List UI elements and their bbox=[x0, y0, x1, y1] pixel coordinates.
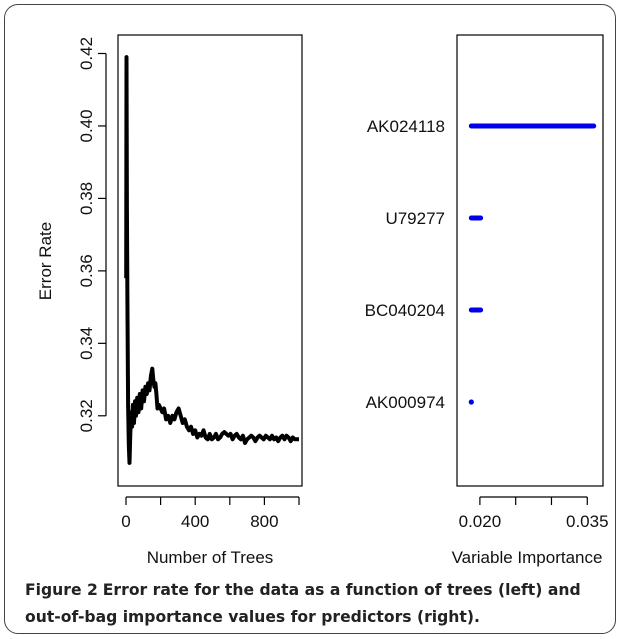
importance-marks: AK024118 U79277 BC040204 AK000974 bbox=[365, 117, 597, 412]
importance-plot-frame bbox=[456, 34, 604, 487]
error-tick-label: 0.32 bbox=[77, 399, 96, 432]
figure-panel: 0 400 800 0.32 0.34 0.36 0.38 0.40 0.42 Number … bbox=[4, 4, 616, 634]
trees-tick-label: 800 bbox=[250, 512, 278, 531]
trees-axis-label: Number of Trees bbox=[147, 548, 274, 567]
importance-point bbox=[468, 399, 474, 405]
charts-canvas: 0 400 800 0.32 0.34 0.36 0.38 0.40 0.42 Number … bbox=[36, 34, 609, 567]
trees-tick-label: 400 bbox=[181, 512, 209, 531]
importance-axis-label: Variable Importance bbox=[452, 548, 603, 567]
importance-x-axis: 0.020 0.035 bbox=[459, 496, 609, 531]
error-y-axis: 0.32 0.34 0.36 0.38 0.40 0.42 bbox=[77, 37, 107, 432]
variable-importance-chart: AK024118 U79277 BC040204 AK000974 0.020 0.03… bbox=[365, 34, 609, 567]
caption-text: Error rate for the data as a function of… bbox=[25, 581, 581, 626]
predictor-label: BC040204 bbox=[365, 301, 445, 320]
importance-tick-label: 0.035 bbox=[566, 512, 609, 531]
predictor-label: U79277 bbox=[385, 209, 445, 228]
predictor-label: AK024118 bbox=[367, 117, 445, 136]
importance-tick-label: 0.020 bbox=[459, 512, 502, 531]
error-tick-label: 0.38 bbox=[77, 182, 96, 215]
error-rate-chart: 0 400 800 0.32 0.34 0.36 0.38 0.40 0.42 Number … bbox=[36, 34, 303, 567]
error-tick-label: 0.36 bbox=[77, 254, 96, 287]
error-tick-label: 0.34 bbox=[77, 327, 96, 360]
error-axis-label: Error Rate bbox=[36, 222, 55, 300]
error-tick-label: 0.40 bbox=[77, 109, 96, 142]
trees-tick-label: 0 bbox=[121, 512, 130, 531]
predictor-label: AK000974 bbox=[366, 393, 445, 412]
error-tick-label: 0.42 bbox=[77, 37, 96, 70]
caption-figure-number: Figure 2 bbox=[25, 581, 98, 599]
error-plot-frame bbox=[117, 34, 303, 487]
figure-caption: Figure 2 Error rate for the data as a fu… bbox=[25, 577, 615, 631]
error-rate-line bbox=[124, 55, 299, 465]
trees-x-axis: 0 400 800 bbox=[121, 496, 300, 531]
